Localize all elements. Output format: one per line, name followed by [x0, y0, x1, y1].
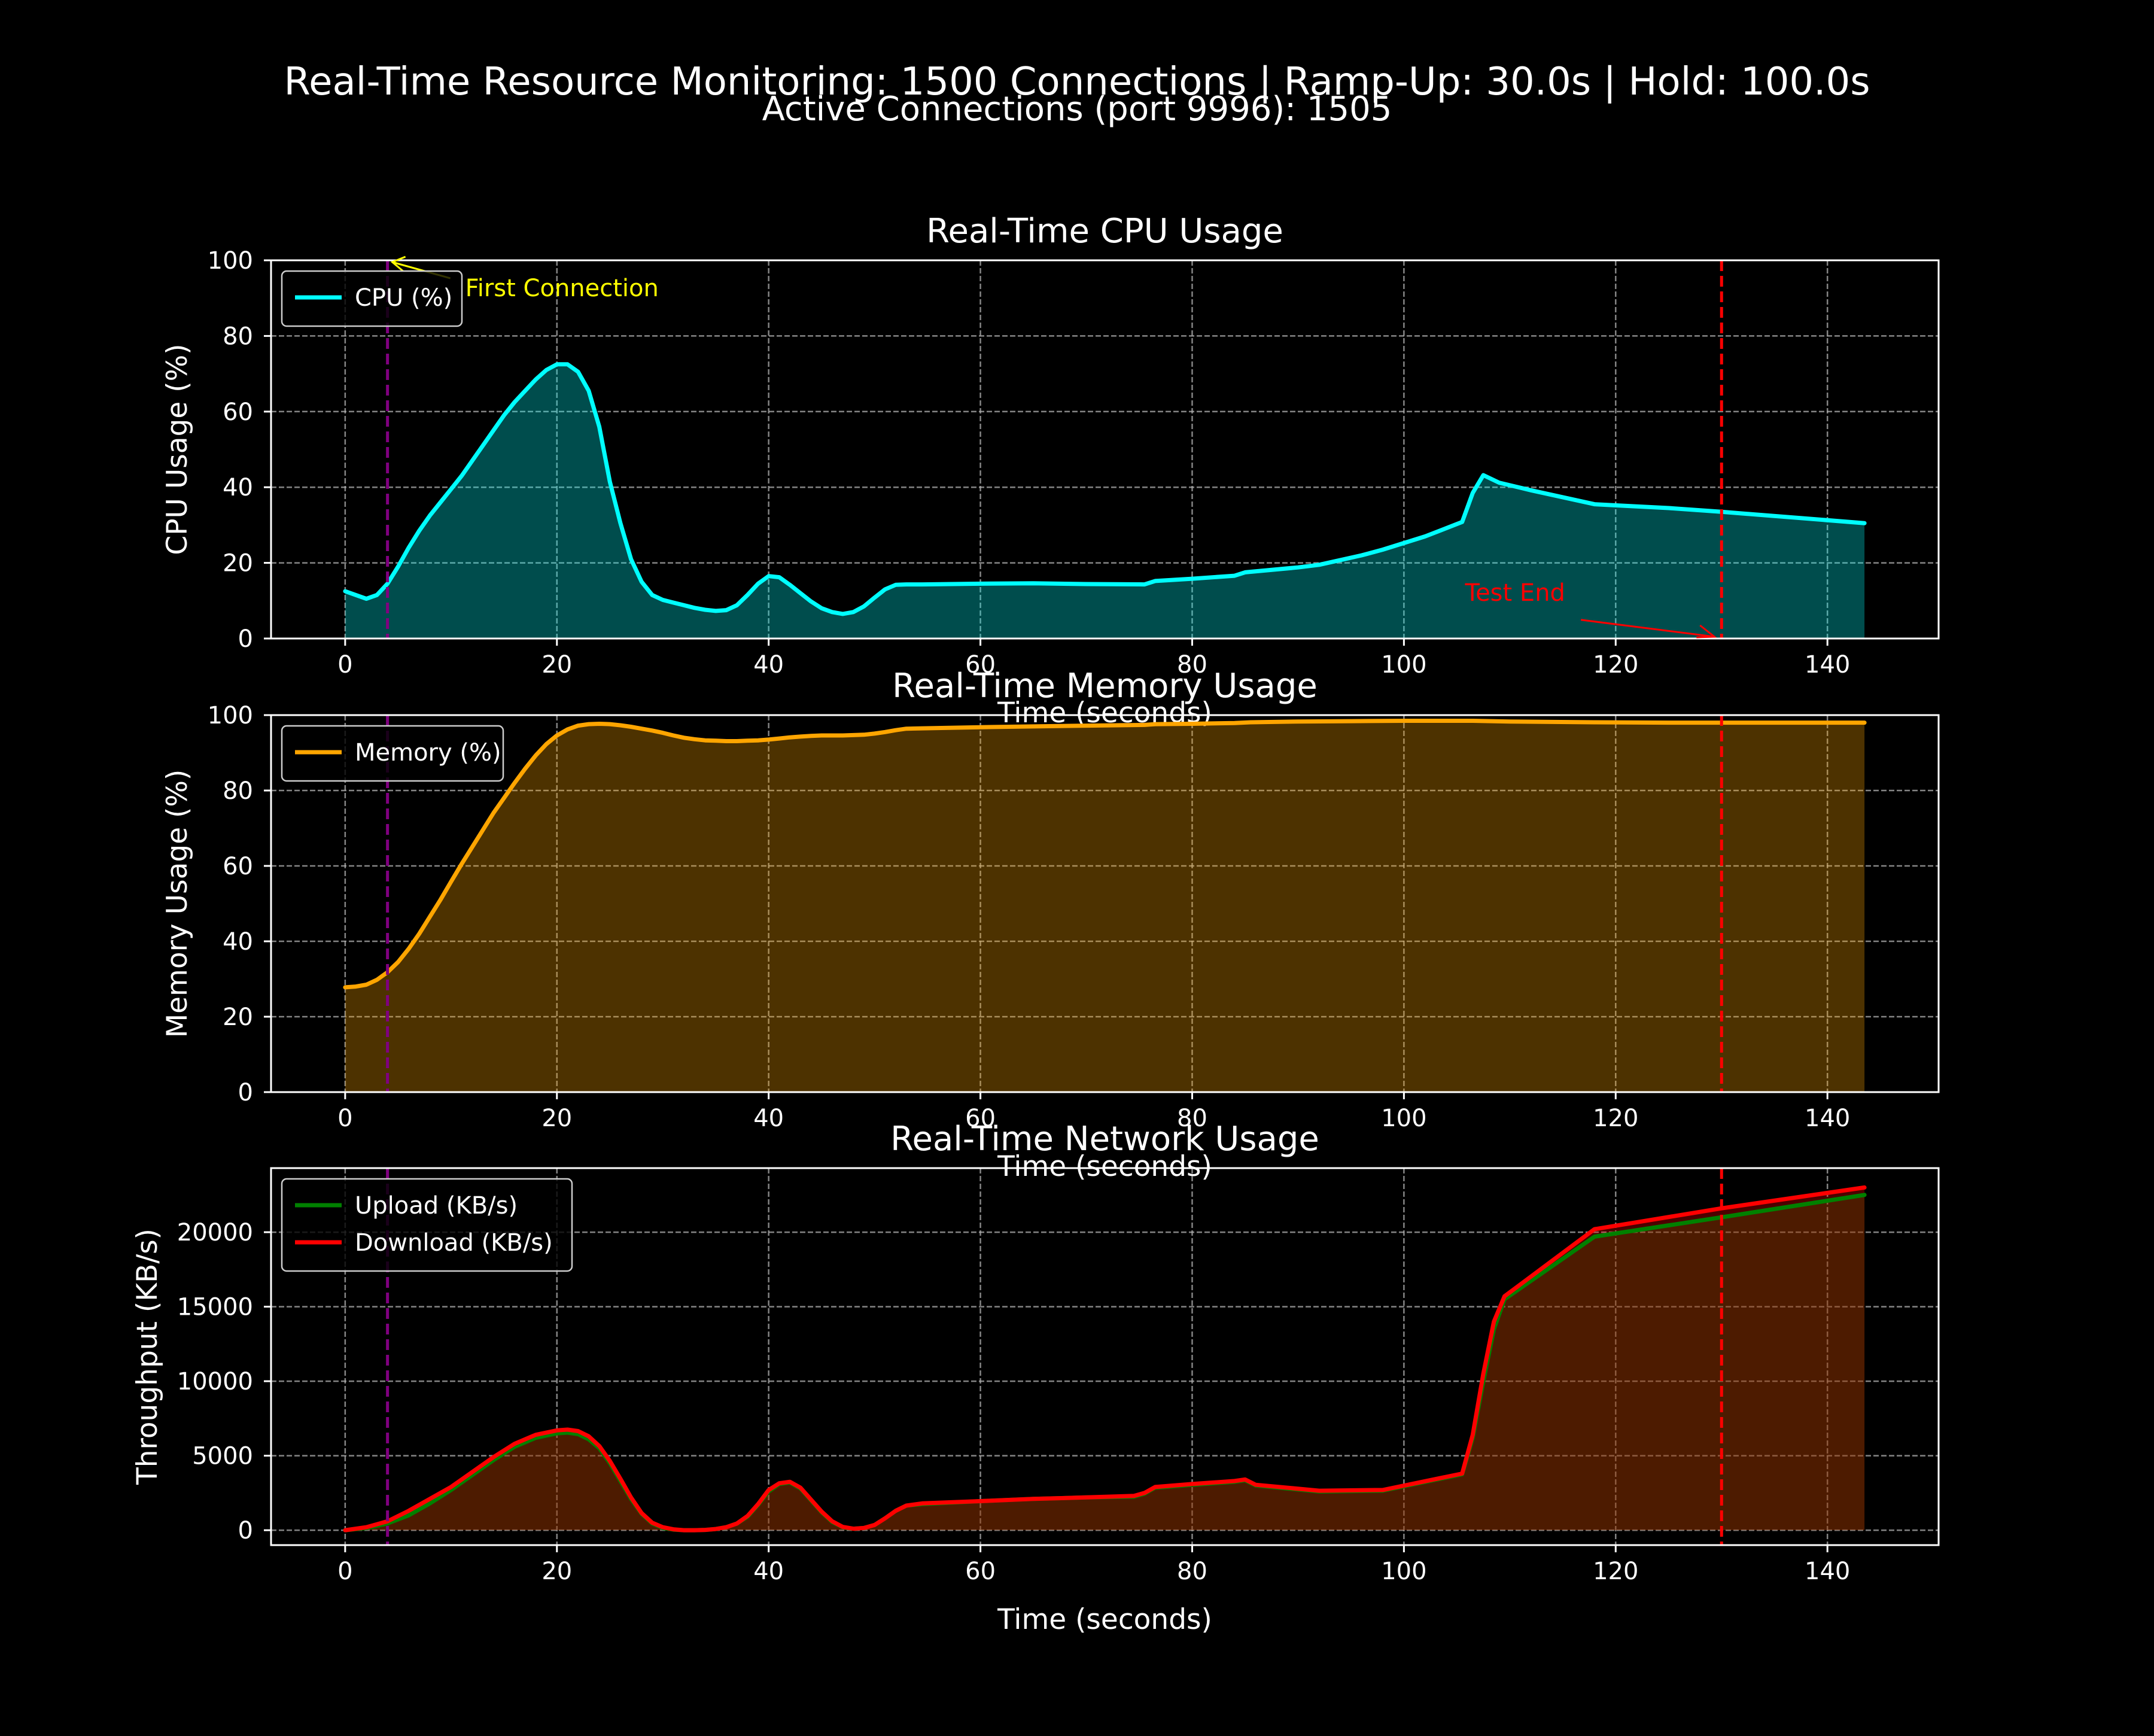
- network-ylabel: Throughput (KB/s): [131, 1229, 164, 1485]
- x-tick-label: 40: [753, 1558, 784, 1585]
- x-tick-label: 80: [1177, 651, 1207, 679]
- legend-box: [281, 1178, 573, 1272]
- memory-axes-frame: [270, 714, 1940, 1093]
- legend-box: [281, 270, 463, 327]
- x-tick-label: 40: [753, 651, 784, 679]
- x-tick-label: 0: [337, 1105, 352, 1132]
- x-tick-label: 140: [1805, 1558, 1850, 1585]
- x-tick-label: 20: [541, 1105, 572, 1132]
- legend-box: [281, 725, 504, 782]
- test-end-annotation: Test End: [1464, 579, 1565, 607]
- x-tick-label: 100: [1381, 651, 1426, 679]
- x-tick-label: 120: [1593, 1558, 1638, 1585]
- y-tick-label: 20: [223, 1004, 253, 1031]
- first-connection-arrowhead: [390, 256, 406, 272]
- test-end-arrow: [1581, 619, 1715, 638]
- x-tick-label: 40: [753, 1105, 784, 1132]
- network-xlabel: Time (seconds): [997, 1603, 1212, 1636]
- x-tick-label: 120: [1593, 1105, 1638, 1132]
- network-axes-frame: [270, 1167, 1940, 1546]
- x-tick-label: 80: [1177, 1558, 1207, 1585]
- legend-label-cpu: CPU (%): [355, 284, 452, 312]
- x-tick-label: 20: [541, 651, 572, 679]
- area-cpu: [345, 364, 1865, 639]
- x-tick-label: 60: [965, 1558, 996, 1585]
- y-tick-label: 15000: [177, 1294, 253, 1321]
- y-tick-label: 5000: [192, 1443, 253, 1470]
- cpu-plot: [343, 362, 1867, 639]
- area-download-kb-s: [345, 1187, 1865, 1531]
- x-tick-label: 60: [965, 1105, 996, 1132]
- area-upload-kb-s: [345, 1194, 1865, 1531]
- figure-subtitle: Active Connections (port 9996): 1505: [762, 90, 1392, 129]
- y-tick-label: 80: [223, 777, 253, 805]
- y-tick-label: 20: [223, 550, 253, 577]
- cpu-axes-frame: [270, 259, 1940, 640]
- memory-plot: [343, 719, 1867, 1092]
- y-tick-label: 40: [223, 474, 253, 501]
- panel-memory: 0 20 40 60 80 100 120 140 0 20 40 60 80 100 Time (seco…: [161, 667, 1940, 1183]
- y-tick-label: 100: [208, 247, 253, 275]
- y-tick-label: 60: [223, 399, 253, 426]
- figure-suptitle: Real-Time Resource Monitoring: 1500 Conn…: [284, 60, 1870, 104]
- y-tick-label: 0: [238, 625, 253, 653]
- network-grid: [271, 1168, 1939, 1545]
- test-end-arrowhead: [1696, 624, 1717, 639]
- x-tick-label: 0: [337, 651, 352, 679]
- memory-legend: Memory (%): [281, 725, 504, 782]
- line-download-kb-s: [343, 1185, 1867, 1533]
- panel-network: 0 20 40 60 80 100 120 140 0 5000 10000 15000 20000 Ti…: [131, 1120, 1940, 1636]
- network-plot: [343, 1185, 1867, 1533]
- y-tick-label: 40: [223, 928, 253, 956]
- y-tick-label: 10000: [177, 1368, 253, 1396]
- x-tick-label: 140: [1805, 651, 1850, 679]
- y-tick-label: 100: [208, 702, 253, 729]
- legend-label-memory: Memory (%): [355, 739, 501, 767]
- line-cpu: [343, 362, 1867, 616]
- y-tick-label: 0: [238, 1517, 253, 1545]
- legend-label-download-kb-s: Download (KB/s): [355, 1229, 553, 1257]
- memory-ylabel: Memory Usage (%): [161, 770, 194, 1038]
- y-tick-label: 0: [238, 1079, 253, 1106]
- x-tick-label: 0: [337, 1558, 352, 1585]
- network-legend: Upload (KB/s) Download (KB/s): [281, 1178, 573, 1272]
- x-tick-label: 60: [965, 651, 996, 679]
- x-tick-label: 100: [1381, 1558, 1426, 1585]
- x-tick-label: 120: [1593, 651, 1638, 679]
- memory-xlabel: Time (seconds): [997, 1150, 1212, 1183]
- x-tick-label: 100: [1381, 1105, 1426, 1132]
- cpu-ylabel: CPU Usage (%): [161, 343, 194, 555]
- line-memory: [343, 719, 1867, 990]
- memory-title: Real-Time Memory Usage: [892, 667, 1318, 706]
- y-tick-label: 80: [223, 323, 253, 350]
- x-tick-label: 80: [1177, 1105, 1207, 1132]
- area-memory: [345, 720, 1865, 1092]
- y-tick-label: 60: [223, 853, 253, 880]
- cpu-legend: CPU (%): [281, 270, 463, 327]
- first-connection-annotation: First Connection: [466, 275, 659, 302]
- y-tick-label: 20000: [177, 1219, 253, 1246]
- legend-label-upload-kb-s: Upload (KB/s): [355, 1192, 518, 1220]
- x-tick-label: 20: [541, 1558, 572, 1585]
- network-title: Real-Time Network Usage: [890, 1120, 1319, 1159]
- cpu-title: Real-Time CPU Usage: [926, 212, 1283, 251]
- x-tick-label: 140: [1805, 1105, 1850, 1132]
